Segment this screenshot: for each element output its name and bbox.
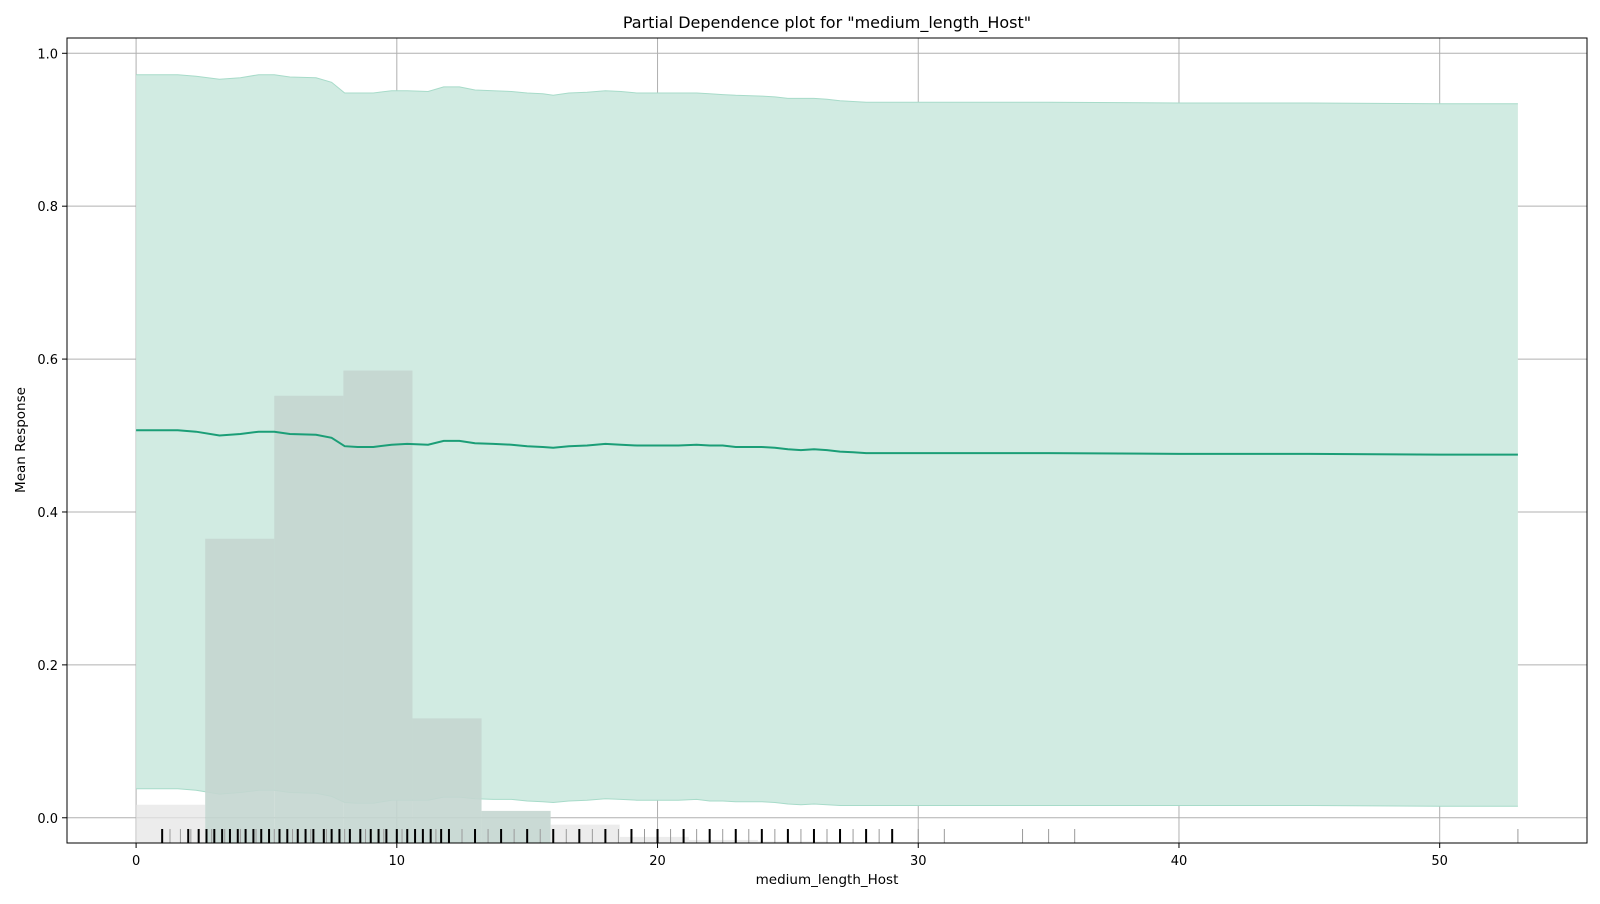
- y-tick-label: 0.2: [37, 659, 58, 674]
- histogram-bar: [688, 839, 758, 843]
- mean-response-line: [136, 429, 1518, 456]
- y-axis-label: Mean Response: [13, 387, 29, 493]
- histogram-bar: [550, 824, 620, 843]
- chart-title: Partial Dependence plot for "medium_leng…: [623, 13, 1031, 33]
- line-layer: [136, 429, 1518, 456]
- x-tick-label: 50: [1431, 854, 1448, 869]
- tick-layer: 0 10 20 30 40 50 0.0 0.2 0.4 0.6 0.8 1.0: [37, 47, 1448, 869]
- histogram-bar: [274, 395, 344, 843]
- rug-layer: [161, 829, 1519, 843]
- y-tick-label: 0.4: [37, 506, 58, 521]
- histogram-bar: [481, 810, 551, 843]
- histogram-bar: [205, 538, 275, 843]
- confidence-band-upper-edge: [136, 74, 1518, 105]
- x-axis-label: medium_length_Host: [756, 872, 899, 888]
- histogram-bar: [757, 841, 827, 843]
- x-tick-label: 0: [132, 854, 140, 869]
- histogram-bar: [619, 836, 689, 843]
- x-tick-label: 30: [910, 854, 927, 869]
- x-tick-label: 20: [649, 854, 666, 869]
- y-tick-label: 1.0: [37, 47, 58, 62]
- x-tick-label: 10: [389, 854, 406, 869]
- y-tick-label: 0.8: [37, 200, 58, 215]
- histogram-layer: [136, 370, 897, 843]
- y-tick-label: 0.0: [37, 812, 58, 827]
- histogram-bar: [343, 370, 413, 843]
- confidence-band: [136, 74, 1518, 807]
- histogram-bar: [136, 804, 206, 843]
- x-tick-label: 40: [1171, 854, 1188, 869]
- plot-frame: [66, 37, 1588, 844]
- y-tick-label: 0.6: [37, 353, 58, 368]
- histogram-bar: [412, 718, 482, 843]
